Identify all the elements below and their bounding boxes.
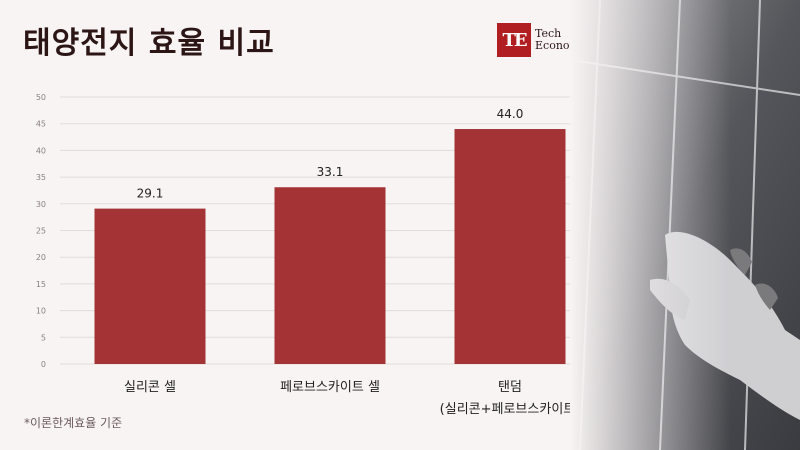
category-label: 페로브스카이트 셀 [280,380,380,395]
y-tick-label: 15 [36,280,46,289]
value-labels: 29.1 33.1 44.0 [137,107,524,201]
footnote: *이론한계효율 기준 [24,416,123,430]
brand-mark: TE [497,23,531,57]
bar [454,129,566,364]
y-tick-label: 0 [41,360,46,369]
category-label: (실리콘+페로브스카이트) [440,402,581,417]
value-label: 29.1 [137,187,164,201]
solar-panel-photo [570,0,800,450]
y-tick-label: 50 [36,93,46,102]
value-label: 44.0 [497,107,524,121]
y-tick-label: 35 [36,173,46,182]
y-tick-label: 5 [41,333,46,342]
category-labels: 실리콘 셀 페로브스카이트 셀 탠덤 (실리콘+페로브스카이트) [124,380,580,417]
page-title: 태양전지 효율 비교 [23,26,275,61]
bar [274,187,386,364]
bar [94,208,206,364]
y-tick-label: 25 [36,227,46,236]
y-tick-label: 20 [36,253,46,262]
y-tick-label: 40 [36,146,46,155]
y-tick-labels: 0 5 10 15 20 25 30 35 40 45 50 [36,93,46,369]
y-tick-label: 45 [36,120,46,129]
category-label: 실리콘 셀 [124,380,176,395]
bars [94,129,566,364]
y-tick-label: 30 [36,200,46,209]
brand-line-1: Tech [535,27,562,40]
y-tick-label: 10 [36,307,46,316]
bar-chart: 0 5 10 15 20 25 30 35 40 45 50 29.1 33.1 44.0 실리콘 셀 페… [36,93,600,417]
category-label: 탠덤 [498,380,522,395]
value-label: 33.1 [317,165,344,179]
